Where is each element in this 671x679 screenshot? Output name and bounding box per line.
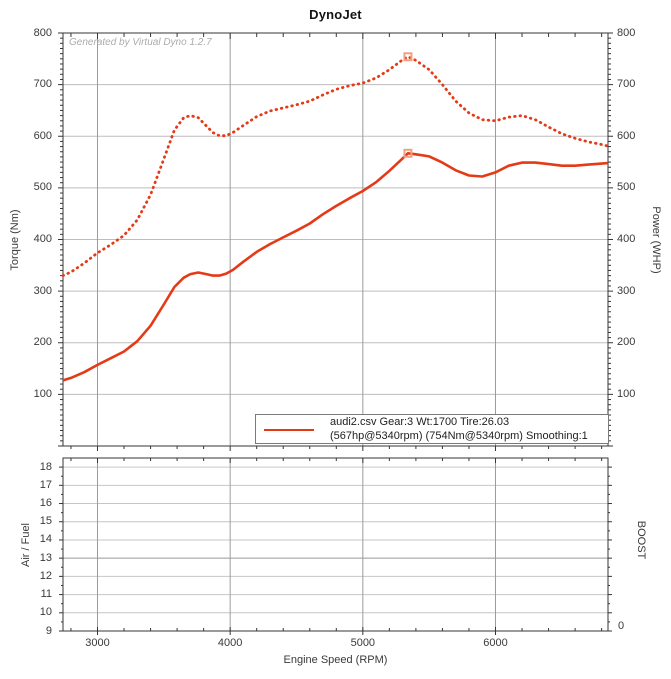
af-tick-label-17: 17 <box>39 478 52 491</box>
torque-curve <box>61 55 610 278</box>
power-tick-label-700: 700 <box>617 78 636 91</box>
af-tick-label-18: 18 <box>39 460 52 473</box>
af-tick-label-10: 10 <box>39 606 52 619</box>
boost-zero-tick-label: 0 <box>618 620 625 632</box>
af-tick-label-12: 12 <box>39 569 52 582</box>
rpm-tick-label-5000: 5000 <box>350 637 376 649</box>
torque-tick-label-500: 500 <box>33 181 52 194</box>
torque-tick-label-300: 300 <box>33 284 52 297</box>
af-tick-label-13: 13 <box>39 551 52 564</box>
af-tick-label-15: 15 <box>39 515 52 528</box>
torque-tick-label-700: 700 <box>33 78 52 91</box>
rpm-tick-label-3000: 3000 <box>85 637 110 649</box>
power-tick-label-800: 800 <box>617 26 636 39</box>
rpm-tick-label-4000: 4000 <box>217 637 243 649</box>
torque-tick-label-400: 400 <box>33 233 52 245</box>
torque-peak-marker <box>403 52 413 62</box>
af-tick-label-16: 16 <box>39 497 52 510</box>
power-tick-label-500: 500 <box>617 181 636 194</box>
legend-line-sample <box>264 429 314 431</box>
torque-tick-label-100: 100 <box>33 387 52 400</box>
rpm-tick-label-6000: 6000 <box>483 637 508 649</box>
legend-text-line1: audi2.csv Gear:3 Wt:1700 Tire:26.03 <box>330 416 510 428</box>
power-curve <box>62 152 609 382</box>
x-axis-title: Engine Speed (RPM) <box>283 654 388 666</box>
power-peak-marker <box>403 148 413 158</box>
af-tick-label-9: 9 <box>45 624 52 637</box>
torque-tick-label-200: 200 <box>33 336 52 349</box>
power-tick-label-400: 400 <box>617 233 636 245</box>
power-tick-label-600: 600 <box>617 129 636 142</box>
af-tick-label-14: 14 <box>39 533 52 546</box>
torque-tick-label-600: 600 <box>33 129 52 142</box>
bottom-panel-border <box>62 457 609 632</box>
power-tick-label-200: 200 <box>617 336 636 349</box>
legend-text-line2: (567hp@5340rpm) (754Nm@5340rpm) Smoothin… <box>330 429 588 442</box>
power-tick-label-300: 300 <box>617 284 636 297</box>
torque-tick-label-800: 800 <box>33 26 52 39</box>
legend-box: audi2.csv Gear:3 Wt:1700 Tire:26.03 (567… <box>255 414 609 444</box>
power-tick-label-100: 100 <box>617 387 636 400</box>
boost-axis-title: BOOST <box>635 520 647 560</box>
watermark-text: Generated by Virtual Dyno 1.2.7 <box>69 37 212 48</box>
af-tick-label-11: 11 <box>40 588 52 601</box>
chart-title: DynoJet <box>309 7 362 22</box>
